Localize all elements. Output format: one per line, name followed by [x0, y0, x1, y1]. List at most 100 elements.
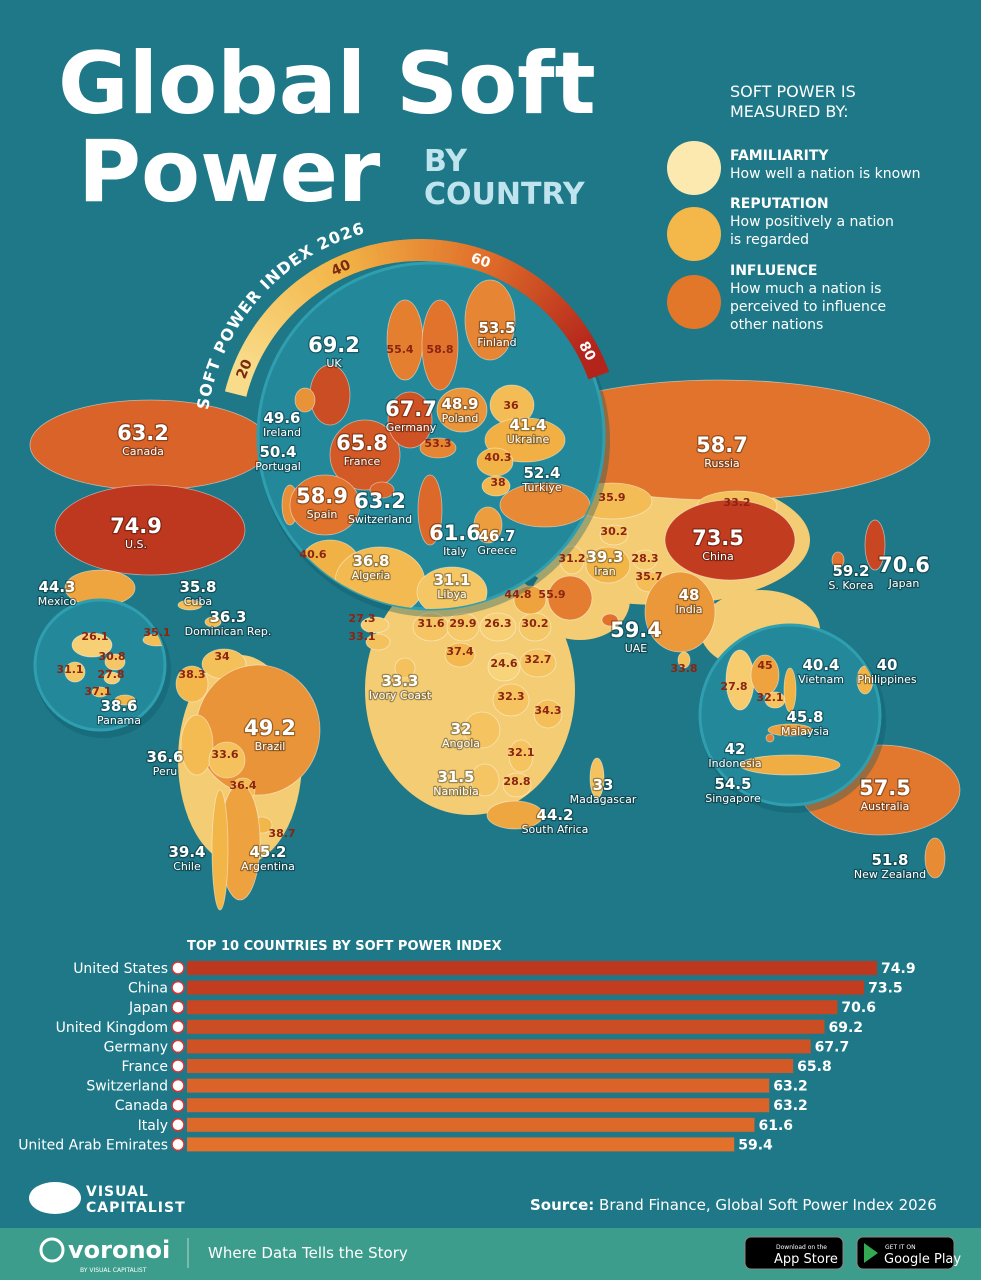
value-label: 58.7: [696, 433, 748, 457]
flag: [171, 1000, 185, 1014]
country-name: Singapore: [705, 792, 761, 805]
value-label: 51.8: [871, 851, 908, 869]
value-label: 74.9: [110, 514, 162, 538]
value-label: 45.8: [786, 708, 823, 726]
value-label: 40.6: [299, 548, 326, 561]
bar: [187, 980, 865, 995]
value-label: 40.3: [484, 451, 511, 464]
country-name: S. Korea: [828, 579, 873, 592]
country: [508, 739, 534, 773]
flag: [171, 1020, 185, 1034]
value-label: 53.5: [478, 319, 515, 337]
icon-familiarity: [667, 141, 721, 195]
country-name: Cuba: [184, 595, 212, 608]
bar: [187, 1039, 811, 1054]
country: [421, 299, 459, 391]
bar: [187, 1117, 755, 1132]
bar-value: 59.4: [738, 1137, 773, 1153]
value-label: 52.4: [523, 464, 560, 482]
bar-category: United Kingdom: [56, 1020, 168, 1036]
country: [677, 651, 691, 669]
country: [444, 642, 476, 668]
value-label: 26.3: [484, 617, 511, 630]
app-store-label: App Store: [774, 1252, 838, 1267]
value-label: 31.2: [558, 552, 585, 565]
country-name: Libya: [437, 588, 466, 601]
country: [446, 612, 480, 642]
value-label: 36.4: [229, 779, 256, 792]
country-name: Philippines: [857, 673, 917, 686]
country: [533, 699, 563, 729]
country-name: Peru: [153, 765, 178, 778]
bar-category: France: [121, 1059, 168, 1075]
measure-desc: perceived to influence: [730, 299, 886, 315]
value-label: 40: [877, 656, 898, 674]
country: [54, 484, 246, 576]
google-icon: [864, 1243, 878, 1263]
value-label: 29.9: [449, 617, 476, 630]
country: [644, 571, 716, 653]
bar-category: Italy: [138, 1118, 168, 1134]
country: [419, 437, 457, 459]
logo-text: CAPITALIST: [86, 1200, 186, 1216]
country: [767, 723, 813, 737]
value-label: 49.2: [244, 716, 296, 740]
scale-tick-label: 20: [234, 357, 256, 381]
value-label: 36.8: [352, 552, 389, 570]
value-label: 73.5: [692, 526, 744, 550]
google-play-button[interactable]: [856, 1236, 955, 1270]
value-label: 61.6: [429, 521, 481, 545]
country-name: Dominican Rep.: [185, 625, 272, 638]
value-label: 45.2: [249, 843, 286, 861]
country: [464, 279, 516, 361]
bar-category: Canada: [115, 1098, 168, 1114]
value-label: 48: [679, 586, 700, 604]
country: [765, 733, 775, 743]
google-small: GET IT ON: [885, 1244, 916, 1251]
country-name: Finland: [477, 336, 516, 349]
country: [177, 599, 203, 611]
app-store-button[interactable]: [744, 1236, 844, 1270]
value-label: 44.2: [536, 806, 573, 824]
measures-heading: MEASURED BY:: [730, 102, 849, 121]
value-label: 31.5: [437, 768, 474, 786]
country: [924, 837, 946, 879]
country-name: Portugal: [255, 460, 301, 473]
country-name: Germany: [386, 421, 437, 434]
footer-brand-sub: BY VISUAL CAPITALIST: [80, 1267, 147, 1274]
label-layer: 58.7Russia63.2Canada74.9U.S.44.3Mexico35…: [37, 318, 932, 883]
country-name: Algeria: [352, 569, 391, 582]
bar: [187, 1098, 770, 1113]
flag: [171, 1078, 185, 1093]
value-label: 57.5: [859, 776, 911, 800]
country: [487, 652, 521, 682]
country-name: Iran: [594, 565, 616, 578]
value-label: 67.7: [385, 397, 437, 421]
value-label: 38.7: [268, 827, 295, 840]
country: [329, 419, 401, 491]
value-label: 38.6: [100, 697, 137, 715]
value-label: 26.1: [81, 630, 108, 643]
country: [559, 545, 585, 575]
country: [864, 519, 886, 571]
country: [519, 648, 557, 678]
bar: [187, 1137, 735, 1152]
icon-reputation: [667, 207, 721, 261]
country-name: Angola: [442, 737, 480, 750]
country: [289, 474, 361, 536]
value-label: 28.3: [631, 552, 658, 565]
country: [589, 757, 605, 799]
source: Source: Brand Finance, Global Soft Power…: [530, 1196, 937, 1214]
country-name: UK: [326, 357, 342, 370]
value-label: 36.3: [209, 608, 246, 626]
measure-desc: How positively a nation: [730, 214, 894, 230]
country-name: New Zealand: [854, 868, 926, 881]
country-name: Ireland: [263, 426, 301, 439]
country-name: Argentina: [241, 860, 295, 873]
measure-desc: is regarded: [730, 232, 809, 248]
value-label: 65.8: [336, 431, 388, 455]
bar-value: 65.8: [797, 1059, 832, 1075]
logo-mark: [29, 1182, 81, 1214]
flag: [171, 961, 185, 975]
country: [417, 474, 443, 546]
